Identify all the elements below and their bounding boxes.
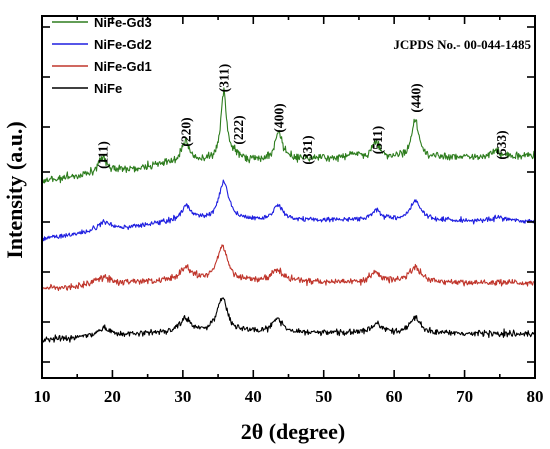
x-tick-label-0: 10	[34, 387, 51, 406]
jcpds-annotation: JCPDS No.- 00-044-1485	[393, 37, 531, 52]
peak-label-5: (331)	[300, 135, 315, 164]
x-tick-label-4: 50	[315, 387, 332, 406]
peak-label-4: (400)	[272, 103, 287, 132]
x-tick-label-5: 60	[386, 387, 403, 406]
legend-label-0: NiFe-Gd3	[94, 15, 152, 30]
x-tick-label-1: 20	[104, 387, 121, 406]
series-line-1	[41, 179, 536, 242]
peak-label-7: (440)	[408, 83, 423, 112]
x-tick-label-2: 30	[174, 387, 191, 406]
peak-label-1: (220)	[179, 117, 194, 146]
peak-label-6: (511)	[370, 126, 385, 155]
legend-label-2: NiFe-Gd1	[94, 59, 152, 74]
legend-label-3: NiFe	[94, 81, 122, 96]
peak-label-8: (533)	[494, 130, 509, 159]
peak-label-2: (311)	[217, 64, 232, 93]
series-line-2	[41, 244, 535, 292]
x-tick-label-7: 80	[527, 387, 544, 406]
x-tick-label-6: 70	[456, 387, 473, 406]
peak-label-0: (111)	[96, 141, 111, 169]
series-line-3	[41, 297, 535, 343]
peak-label-3: (222)	[231, 115, 246, 144]
legend-label-1: NiFe-Gd2	[94, 37, 152, 52]
x-axis-title: 2θ (degree)	[241, 419, 346, 444]
series-line-0	[41, 87, 536, 184]
x-tick-label-3: 40	[245, 387, 262, 406]
y-axis-title: Intensity (a.u.)	[2, 121, 27, 259]
